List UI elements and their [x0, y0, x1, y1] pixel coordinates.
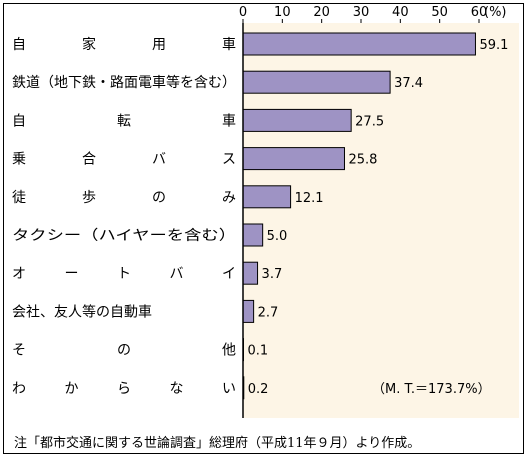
category-label: 自家用車 [12, 36, 236, 53]
category-label: タクシー（ハイヤーを含む） [12, 228, 236, 244]
value-label: 3.7 [262, 267, 283, 282]
source-note: 注「都市交通に関する世論調査」総理府（平成11年９月）より作成。 [14, 436, 421, 451]
bar [242, 70, 391, 94]
value-labels: 59.1 37.4 27.5 25.8 12.1 5.0 3.7 2.7 0.1 0.2 [248, 38, 509, 397]
x-tick-label: 20 [313, 5, 330, 20]
category-label: 会社、友人等の自動車 [12, 303, 152, 320]
bar [242, 299, 255, 323]
x-axis-ticks: 0 10 20 30 40 50 60 [239, 5, 487, 23]
value-label: 59.1 [479, 38, 508, 53]
x-tick-label: 60 [471, 5, 488, 20]
value-label: 12.1 [295, 191, 324, 206]
chart-frame [3, 3, 524, 454]
category-label: わからない [12, 381, 236, 397]
value-label: 0.1 [248, 344, 269, 359]
x-axis-unit-label: (%) [484, 5, 507, 20]
value-label: 0.2 [248, 382, 269, 397]
value-label: 37.4 [394, 76, 423, 91]
bar [242, 261, 259, 285]
x-tick-label: 30 [353, 5, 370, 20]
value-label: 5.0 [267, 229, 288, 244]
x-tick-label: 10 [274, 5, 291, 20]
total-annotation: （M. T.＝173.7%） [372, 382, 491, 397]
category-label: オートバイ [12, 266, 236, 282]
bars [242, 32, 476, 400]
category-label: その他 [12, 343, 236, 359]
bar [242, 147, 345, 171]
value-label: 27.5 [355, 114, 384, 129]
x-tick-label: 50 [431, 5, 448, 20]
category-label: 鉄道（地下鉄・路面電車等を含む） [12, 74, 236, 91]
value-label: 2.7 [258, 305, 279, 320]
bar [242, 32, 476, 56]
category-label: 徒歩のみ [12, 190, 236, 206]
value-label: 25.8 [348, 153, 377, 168]
x-tick-label: 40 [392, 5, 409, 20]
bar [242, 108, 352, 132]
bar [242, 223, 264, 247]
category-label: 自転車 [12, 112, 236, 129]
category-label: 乗合バス [12, 152, 236, 168]
x-tick-label: 0 [239, 5, 247, 20]
bar [242, 185, 292, 209]
